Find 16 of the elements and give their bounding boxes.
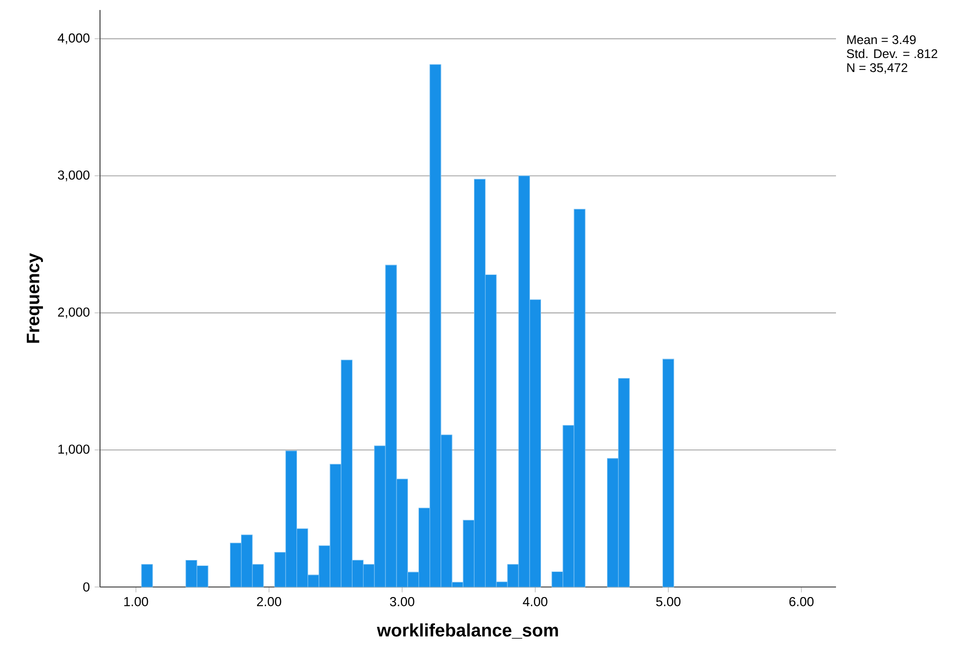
x-tick-label: 4.00 <box>522 597 548 606</box>
x-tick-label: 2.00 <box>257 597 282 606</box>
x-tick-label: 5.00 <box>656 597 680 606</box>
text: N = 35,472 <box>847 63 908 74</box>
text: Mean = 3.49 <box>847 35 916 44</box>
y-tick-label: 0 <box>83 582 90 592</box>
x-tick-label: 6.00 <box>789 597 814 606</box>
y-tick-label: 2,000 <box>58 308 90 318</box>
y-tick-label: 1,000 <box>58 444 90 456</box>
x-axis-title: worklifebalance_som <box>376 623 558 639</box>
x-tick-label: 1.00 <box>124 597 148 606</box>
x-tick-label: 3.00 <box>390 597 414 606</box>
y-tick-label: 3,000 <box>58 170 90 182</box>
y-tick-label: 4,000 <box>58 33 90 44</box>
text: Std. Dev. = .812 <box>846 48 938 58</box>
y-axis-title: Frequency <box>26 253 43 343</box>
